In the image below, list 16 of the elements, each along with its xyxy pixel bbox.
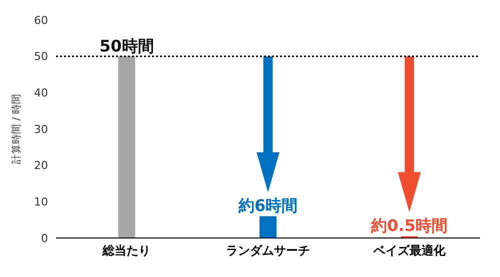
y-tick-label: 0 xyxy=(41,232,48,245)
data-label: 50時間 xyxy=(100,36,154,56)
y-axis-title: 計算時間 / 時間 xyxy=(10,94,23,164)
x-tick-label: ベイズ最適化 xyxy=(372,244,446,258)
y-tick-label: 40 xyxy=(34,86,48,100)
y-tick-label: 30 xyxy=(34,122,48,136)
bar xyxy=(118,56,136,238)
data-label: 約0.5時間 xyxy=(370,216,448,236)
x-tick-label: ランダムサーチ xyxy=(226,244,310,258)
y-tick-label: 50 xyxy=(34,50,48,64)
bar xyxy=(260,216,277,238)
y-tick-label: 20 xyxy=(34,159,48,172)
y-tick-label: 60 xyxy=(34,14,48,27)
data-label: 約6時間 xyxy=(237,196,298,216)
y-tick-label: 10 xyxy=(34,196,48,209)
x-tick-label: 総当たり xyxy=(102,244,151,258)
